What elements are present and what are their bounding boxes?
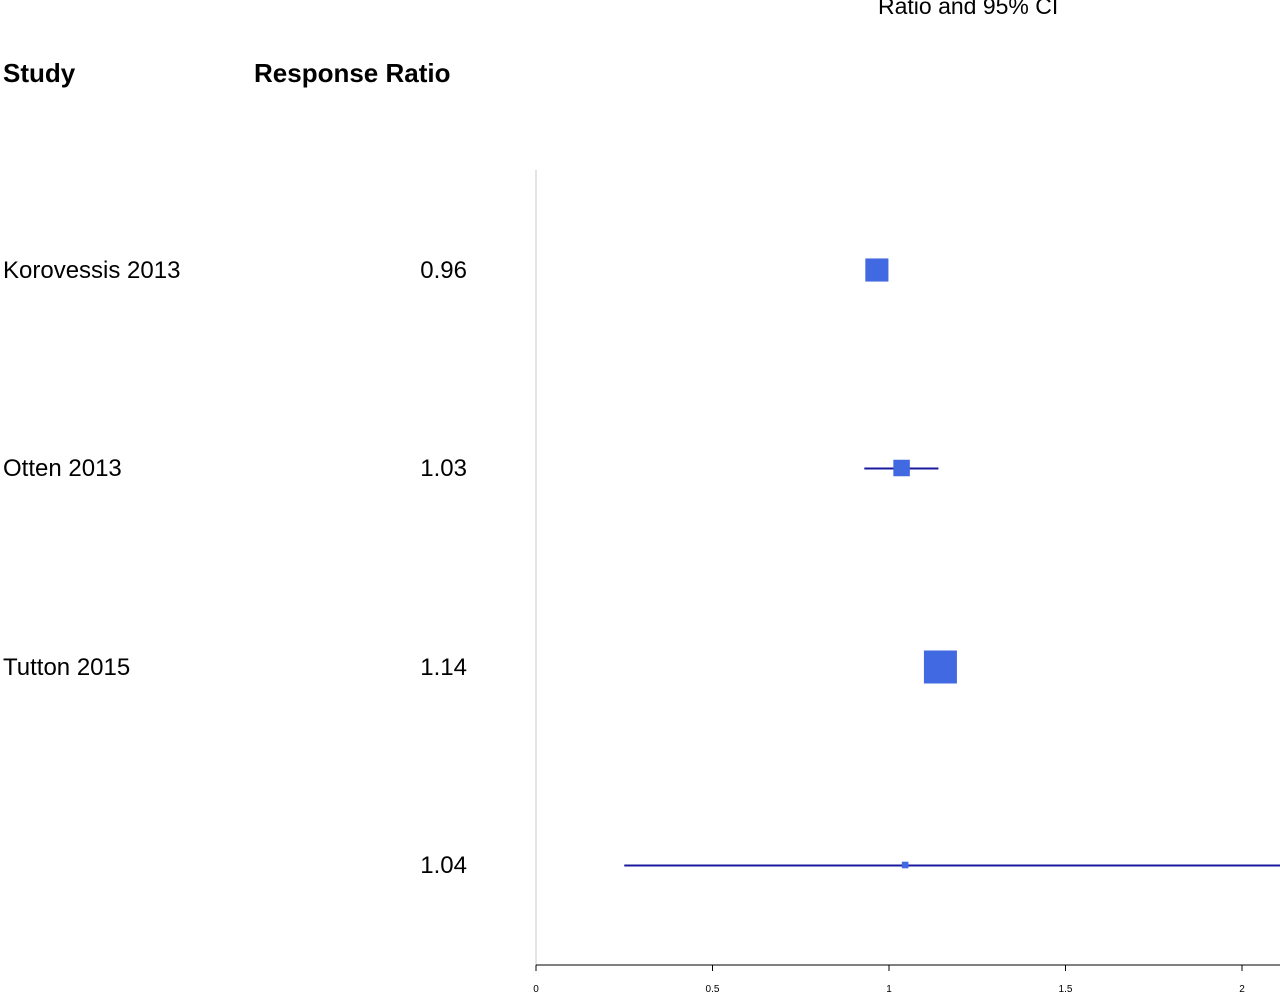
plot-title: Ratio and 95% CI — [878, 0, 1059, 19]
x-tick-label: 0 — [533, 984, 539, 993]
row-2-ratio: 1.14 — [420, 654, 467, 681]
response-ratio-column-header: Response Ratio — [254, 58, 451, 88]
x-tick-label: 1.5 — [1059, 984, 1073, 993]
row-1-ratio: 1.03 — [420, 455, 467, 482]
effect-marker — [901, 861, 909, 869]
x-tick-label: 0.5 — [706, 984, 720, 993]
effect-marker — [893, 459, 910, 477]
row-3-ratio: 1.04 — [420, 852, 467, 879]
row-1-study: Otten 2013 — [3, 455, 122, 482]
x-tick-label: 2 — [1239, 984, 1245, 993]
row-0-ratio: 0.96 — [420, 257, 467, 284]
x-tick-label: 1 — [886, 984, 892, 993]
row-0-study: Korovessis 2013 — [3, 257, 181, 284]
effect-marker — [865, 258, 889, 282]
row-2-study: Tutton 2015 — [3, 654, 131, 681]
study-column-header: Study — [3, 58, 76, 88]
effect-marker — [923, 650, 957, 684]
